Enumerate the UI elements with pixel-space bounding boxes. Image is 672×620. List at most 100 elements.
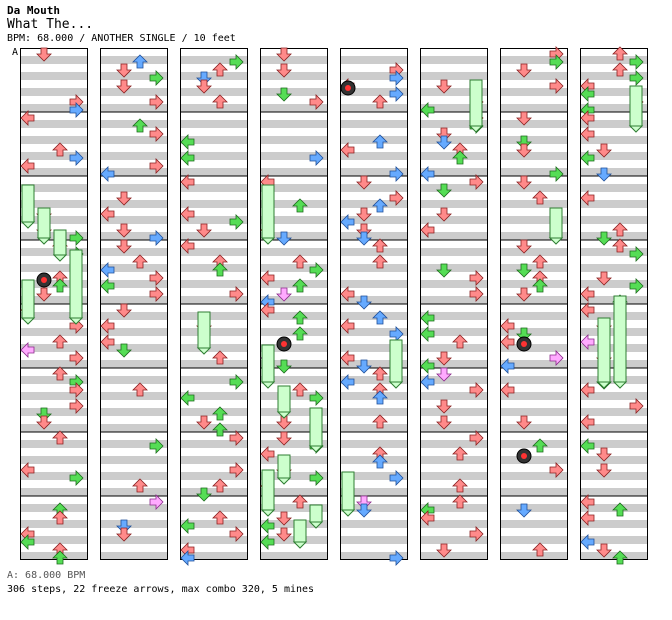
- beat-stripe: [500, 344, 568, 352]
- beat-stripe: [180, 312, 248, 320]
- freeze-body: [549, 207, 563, 239]
- beat-stripe: [580, 552, 648, 560]
- left-arrow-icon: [260, 270, 275, 286]
- chart-footer: A: 68.000 BPM 306 steps, 22 freeze arrow…: [7, 569, 314, 597]
- beat-stripe: [420, 536, 488, 544]
- up-arrow-icon: [372, 198, 388, 213]
- beat-stripe: [420, 264, 488, 272]
- down-arrow-icon: [356, 175, 372, 190]
- beat-stripe: [500, 216, 568, 224]
- beat-stripe: [340, 344, 408, 352]
- beat-stripe: [420, 152, 488, 160]
- beat-stripe: [580, 184, 648, 192]
- beat-stripe: [500, 504, 568, 512]
- left-arrow-icon: [580, 438, 595, 454]
- beat-stripe: [260, 472, 328, 480]
- left-arrow-icon: [500, 358, 515, 374]
- beat-stripe: [20, 488, 88, 496]
- left-arrow-icon: [580, 286, 595, 302]
- left-arrow-icon: [180, 238, 195, 254]
- beat-stripe: [100, 408, 168, 416]
- beat-stripe: [180, 488, 248, 496]
- beat-stripe: [100, 440, 168, 448]
- beat-stripe: [100, 472, 168, 480]
- right-arrow-icon: [309, 94, 324, 110]
- beat-stripe: [20, 520, 88, 528]
- down-arrow-icon: [116, 79, 132, 94]
- beat-stripe: [340, 552, 408, 560]
- freeze-body: [37, 207, 51, 239]
- right-arrow-icon: [69, 350, 84, 366]
- beat-stripe: [340, 120, 408, 128]
- beat-stripe: [100, 280, 168, 288]
- right-arrow-icon: [149, 438, 164, 454]
- left-arrow-icon: [580, 414, 595, 430]
- beat-stripe: [180, 280, 248, 288]
- beat-stripe: [180, 232, 248, 240]
- down-arrow-icon: [596, 463, 612, 478]
- beat-stripe: [20, 440, 88, 448]
- freeze-body: [597, 317, 611, 383]
- down-arrow-icon: [276, 231, 292, 246]
- column-border: [340, 48, 408, 560]
- beat-stripe: [20, 408, 88, 416]
- beat-stripe: [340, 472, 408, 480]
- right-arrow-icon: [549, 350, 564, 366]
- beat-stripe: [180, 440, 248, 448]
- beat-stripe: [100, 248, 168, 256]
- beat-stripe: [500, 328, 568, 336]
- beat-stripe: [260, 392, 328, 400]
- down-arrow-icon: [276, 47, 292, 62]
- down-arrow-icon: [116, 303, 132, 318]
- beat-stripe: [20, 184, 88, 192]
- up-arrow-icon: [372, 310, 388, 325]
- down-arrow-icon: [596, 271, 612, 286]
- beat-stripe: [180, 200, 248, 208]
- column-border: [500, 48, 568, 560]
- beat-stripe: [420, 408, 488, 416]
- down-arrow-icon: [436, 351, 452, 366]
- beat-stripe: [420, 216, 488, 224]
- beat-stripe: [420, 328, 488, 336]
- beat-stripe: [420, 280, 488, 288]
- down-arrow-icon: [356, 359, 372, 374]
- beat-stripe: [500, 376, 568, 384]
- beat-stripe: [500, 392, 568, 400]
- right-arrow-icon: [149, 270, 164, 286]
- down-arrow-icon: [116, 191, 132, 206]
- right-arrow-icon: [549, 462, 564, 478]
- left-arrow-icon: [20, 342, 35, 358]
- up-arrow-icon: [372, 238, 388, 253]
- right-arrow-icon: [309, 470, 324, 486]
- beat-stripe: [500, 456, 568, 464]
- down-arrow-icon: [116, 343, 132, 358]
- right-arrow-icon: [469, 526, 484, 542]
- beat-stripe: [180, 168, 248, 176]
- beat-stripe: [500, 56, 568, 64]
- beat-stripe: [100, 104, 168, 112]
- beat-stripe: [500, 72, 568, 80]
- beat-stripe: [580, 488, 648, 496]
- freeze-tail: [388, 381, 404, 389]
- down-arrow-icon: [356, 231, 372, 246]
- right-arrow-icon: [229, 430, 244, 446]
- beat-stripe: [420, 344, 488, 352]
- beat-stripe: [20, 536, 88, 544]
- up-arrow-icon: [132, 478, 148, 493]
- beat-stripe: [420, 504, 488, 512]
- beat-stripe: [420, 200, 488, 208]
- freeze-body: [261, 469, 275, 511]
- beat-stripe: [580, 56, 648, 64]
- beat-stripe: [260, 424, 328, 432]
- mine-core: [41, 277, 47, 283]
- up-arrow-icon: [292, 278, 308, 293]
- down-arrow-icon: [516, 287, 532, 302]
- right-arrow-icon: [469, 382, 484, 398]
- beat-stripe: [580, 408, 648, 416]
- beat-stripe: [100, 264, 168, 272]
- beat-stripe: [500, 232, 568, 240]
- left-arrow-icon: [580, 126, 595, 142]
- down-arrow-icon: [356, 503, 372, 518]
- down-arrow-icon: [436, 207, 452, 222]
- down-arrow-icon: [36, 47, 52, 62]
